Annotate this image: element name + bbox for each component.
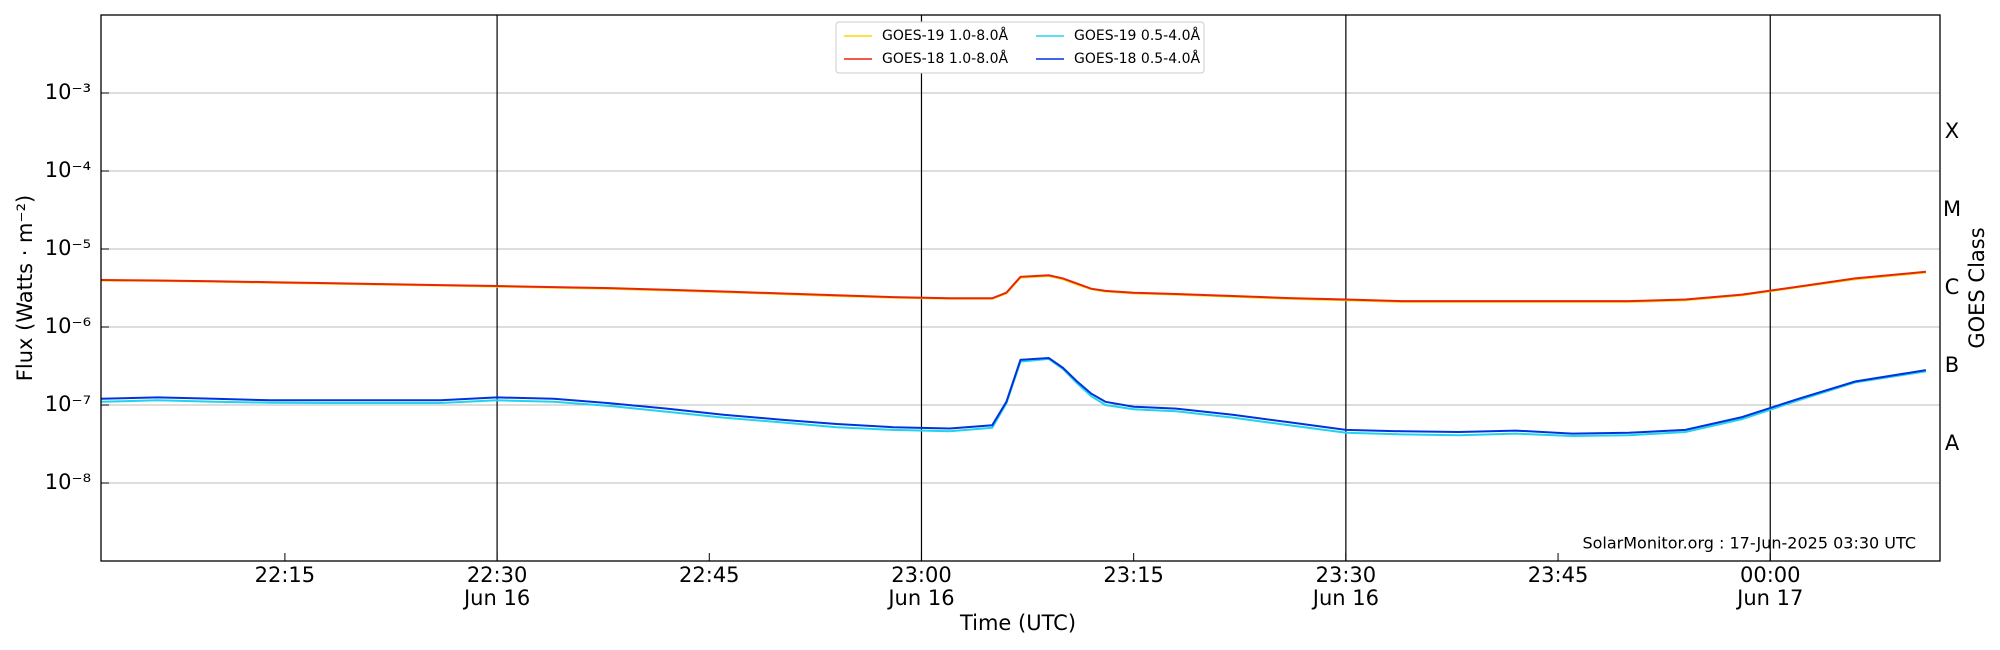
footnote: SolarMonitor.org : 17-Jun-2025 03:30 UTC — [1582, 534, 1916, 553]
y-tick-label: 10⁻⁶ — [45, 314, 91, 338]
x-tick-label: 23:15 — [1103, 563, 1164, 587]
class-label: X — [1945, 119, 1959, 143]
y-axis-label: Flux (Watts · m⁻²) — [13, 195, 37, 381]
class-label: M — [1943, 197, 1961, 221]
x-tick-label: Jun 16 — [1311, 586, 1379, 610]
x-tick-label: 23:30 — [1316, 563, 1377, 587]
class-label: A — [1945, 431, 1960, 455]
x-tick-label: Jun 16 — [886, 586, 954, 610]
y-tick-label: 10⁻⁸ — [45, 470, 91, 494]
x-tick-label: 22:15 — [255, 563, 316, 587]
y-tick-label: 10⁻⁷ — [45, 392, 91, 416]
y-tick-label: 10⁻³ — [45, 80, 91, 104]
plot-frame — [100, 14, 1941, 562]
x-tick-label: 22:45 — [679, 563, 740, 587]
series-line — [100, 356, 1927, 435]
x-axis-label: Time (UTC) — [959, 611, 1076, 635]
legend-box — [835, 21, 1205, 74]
y2-axis-label: GOES Class — [1965, 227, 1989, 348]
x-tick-label: Jun 17 — [1735, 586, 1803, 610]
x-tick-label: 00:00 — [1740, 563, 1801, 587]
series-line — [100, 271, 1926, 303]
class-label: C — [1945, 275, 1960, 299]
legend: GOES-19 1.0-8.0Å GOES-18 1.0-8.0Å GOES-19 … — [835, 21, 1205, 74]
class-label: B — [1945, 353, 1959, 377]
series-line — [100, 270, 1926, 303]
x-tick-label: 22:30 — [467, 563, 528, 587]
legend-label: GOES-19 0.5-4.0Å — [1074, 27, 1200, 44]
x-tick-label: 23:00 — [891, 563, 952, 587]
series-line — [100, 357, 1927, 438]
y-tick-label: 10⁻⁴ — [45, 158, 91, 182]
legend-label: GOES-18 0.5-4.0Å — [1074, 50, 1200, 67]
legend-label: GOES-19 1.0-8.0Å — [882, 27, 1008, 44]
x-tick-label: Jun 16 — [462, 586, 530, 610]
x-tick-label: 23:45 — [1528, 563, 1589, 587]
y-tick-label: 10⁻⁵ — [45, 236, 91, 260]
legend-label: GOES-18 1.0-8.0Å — [882, 50, 1008, 67]
